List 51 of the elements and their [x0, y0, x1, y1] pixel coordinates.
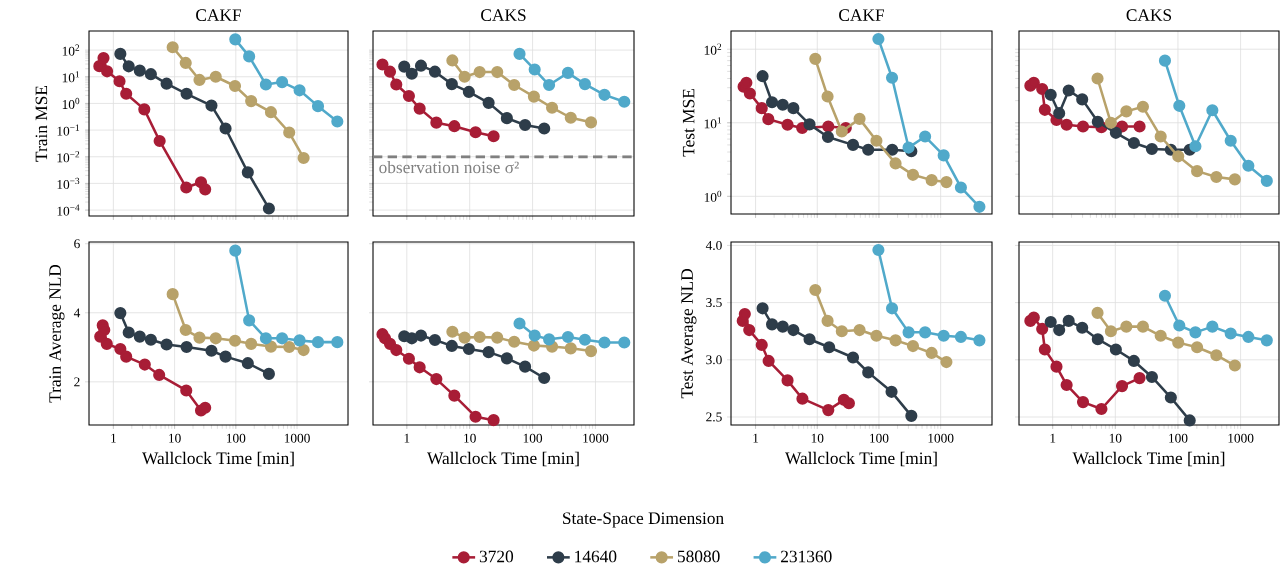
legend-label: 231360 [781, 550, 832, 563]
x-tick-label: 1000 [1228, 433, 1254, 443]
x-tick-label: 10 [811, 433, 824, 443]
y-axis-title: Test Average NLD [681, 269, 697, 399]
y-tick-label: 10$^{−3}$ [57, 177, 80, 189]
x-tick-label: 100 [1169, 433, 1188, 443]
y-tick-label: 4 [73, 308, 81, 318]
y-tick-label: 10$^{−1}$ [57, 124, 80, 136]
x-axis-title: Wallclock Time [min] [142, 451, 294, 467]
y-tick-label: 2 [74, 377, 80, 387]
x-tick-label: 1 [404, 433, 410, 443]
x-tick-label: 1 [111, 433, 116, 443]
y-tick-label: 3.0 [706, 355, 722, 365]
y-tick-label: 4.0 [705, 240, 722, 250]
legend-label: 3720 [479, 550, 514, 563]
chart-title: CAKS [481, 9, 526, 21]
y-tick-label: 6 [74, 239, 80, 249]
x-tick-label: 1 [753, 433, 759, 443]
x-axis-title: Wallclock Time [min] [1072, 451, 1225, 467]
legend-label: 58080 [677, 550, 720, 563]
y-tick-label: 10$^{1}$ [704, 117, 722, 129]
y-tick-label: 10$^{0}$ [62, 97, 80, 110]
legend-label: 14640 [575, 550, 617, 563]
y-axis-title: Train MSE [35, 85, 48, 162]
x-tick-label: 10 [464, 433, 476, 443]
x-tick-label: 1000 [583, 433, 609, 443]
y-tick-label: 10$^{−4}$ [57, 204, 80, 216]
chart-title: CAKF [839, 9, 884, 21]
x-tick-label: 10 [1109, 433, 1122, 443]
y-tick-label: 10$^{0}$ [704, 190, 722, 202]
y-tick-label: 10$^{−2}$ [57, 151, 80, 163]
x-axis-title: Wallclock Time [min] [785, 451, 937, 467]
y-tick-label: 2.5 [706, 412, 722, 422]
y-tick-label: 3.5 [706, 298, 722, 308]
y-tick-label: 10$^{1}$ [62, 71, 80, 83]
ref-line-label: observation noise σ² [379, 161, 519, 174]
legend-title: State-Space Dimension [563, 512, 724, 528]
y-axis-title: Test MSE [682, 89, 695, 157]
x-tick-label: 1000 [928, 433, 954, 443]
x-tick-label: 100 [523, 433, 543, 443]
y-tick-label: 10$^{2}$ [704, 43, 722, 55]
x-axis-title: Wallclock Time [min] [427, 451, 579, 467]
chart-title: CAKS [1126, 9, 1172, 21]
chart-title: CAKF [196, 9, 241, 21]
x-tick-label: 1000 [284, 433, 310, 443]
x-tick-label: 10 [169, 433, 181, 443]
y-tick-label: 10$^{2}$ [62, 44, 80, 56]
x-tick-label: 100 [870, 433, 889, 443]
y-axis-title: Train Average NLD [49, 264, 65, 403]
x-tick-label: 1 [1050, 433, 1056, 443]
x-tick-label: 100 [226, 433, 246, 443]
